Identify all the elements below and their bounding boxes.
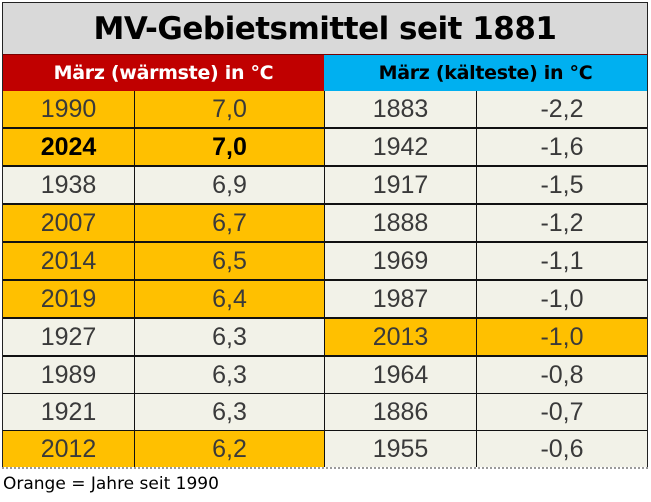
warm-value-cell: 6,4	[134, 279, 325, 318]
table-row: 1990 7,0 1883 -2,2	[3, 91, 647, 128]
coldest-header: März (kälteste) in °C	[324, 55, 647, 91]
legend-note: Orange = Jahre seit 1990	[3, 474, 219, 494]
warm-year-cell: 1927	[3, 317, 135, 356]
cold-year-cell: 1942	[324, 127, 477, 166]
warm-year-cell: 1990	[3, 91, 135, 128]
warm-year-cell: 1921	[3, 393, 135, 431]
table-row: 2014 6,5 1969 -1,1	[3, 241, 647, 280]
warm-value-cell: 6,3	[134, 393, 325, 431]
cold-value-cell: -1,0	[476, 279, 647, 318]
table-row: 2012 6,2 1955 -0,6	[3, 430, 647, 467]
cold-year-cell: 1969	[324, 241, 477, 280]
table-row: 1938 6,9 1917 -1,5	[3, 165, 647, 204]
warm-value-cell: 7,0	[134, 127, 325, 166]
cold-year-cell: 1917	[324, 165, 477, 204]
cold-value-cell: -2,2	[476, 91, 647, 128]
cold-year-cell: 1964	[324, 355, 477, 394]
warm-value-cell: 6,3	[134, 317, 325, 356]
table-row: 2024 7,0 1942 -1,6	[3, 127, 647, 166]
table-title: MV-Gebietsmittel seit 1881	[3, 3, 647, 55]
cold-value-cell: -1,2	[476, 203, 647, 242]
warm-value-cell: 6,5	[134, 241, 325, 280]
warmest-header: März (wärmste) in °C	[3, 55, 324, 91]
cold-year-cell: 1987	[324, 279, 477, 318]
warm-year-cell: 2012	[3, 430, 135, 467]
records-table: 1990 7,0 1883 -2,2 2024 7,0 1942 -1,6 1938 6,9 191…	[3, 91, 647, 467]
cold-year-cell: 2013	[324, 317, 477, 356]
cold-value-cell: -1,1	[476, 241, 647, 280]
table-row: 2019 6,4 1987 -1,0	[3, 279, 647, 318]
table-bottom-border	[2, 467, 648, 469]
table-row: 1921 6,3 1886 -0,7	[3, 393, 647, 431]
cold-value-cell: -1,0	[476, 317, 647, 356]
warm-year-cell: 2019	[3, 279, 135, 318]
table-row: 1927 6,3 2013 -1,0	[3, 317, 647, 356]
table-row: 2007 6,7 1888 -1,2	[3, 203, 647, 242]
warm-value-cell: 6,3	[134, 355, 325, 394]
warm-year-cell: 2024	[3, 127, 135, 166]
records-table-frame: MV-Gebietsmittel seit 1881 März (wärmste…	[2, 2, 648, 469]
cold-year-cell: 1886	[324, 393, 477, 431]
cold-year-cell: 1955	[324, 430, 477, 467]
column-headers: März (wärmste) in °C März (kälteste) in …	[3, 55, 647, 91]
table-row: 1989 6,3 1964 -0,8	[3, 355, 647, 394]
warm-value-cell: 6,2	[134, 430, 325, 467]
cold-value-cell: -1,6	[476, 127, 647, 166]
cold-value-cell: -0,6	[476, 430, 647, 467]
cold-value-cell: -1,5	[476, 165, 647, 204]
cold-value-cell: -0,7	[476, 393, 647, 431]
warm-year-cell: 2007	[3, 203, 135, 242]
cold-year-cell: 1883	[324, 91, 477, 128]
warm-year-cell: 1989	[3, 355, 135, 394]
warm-value-cell: 7,0	[134, 91, 325, 128]
warm-year-cell: 2014	[3, 241, 135, 280]
warm-year-cell: 1938	[3, 165, 135, 204]
cold-year-cell: 1888	[324, 203, 477, 242]
warm-value-cell: 6,9	[134, 165, 325, 204]
warm-value-cell: 6,7	[134, 203, 325, 242]
cold-value-cell: -0,8	[476, 355, 647, 394]
